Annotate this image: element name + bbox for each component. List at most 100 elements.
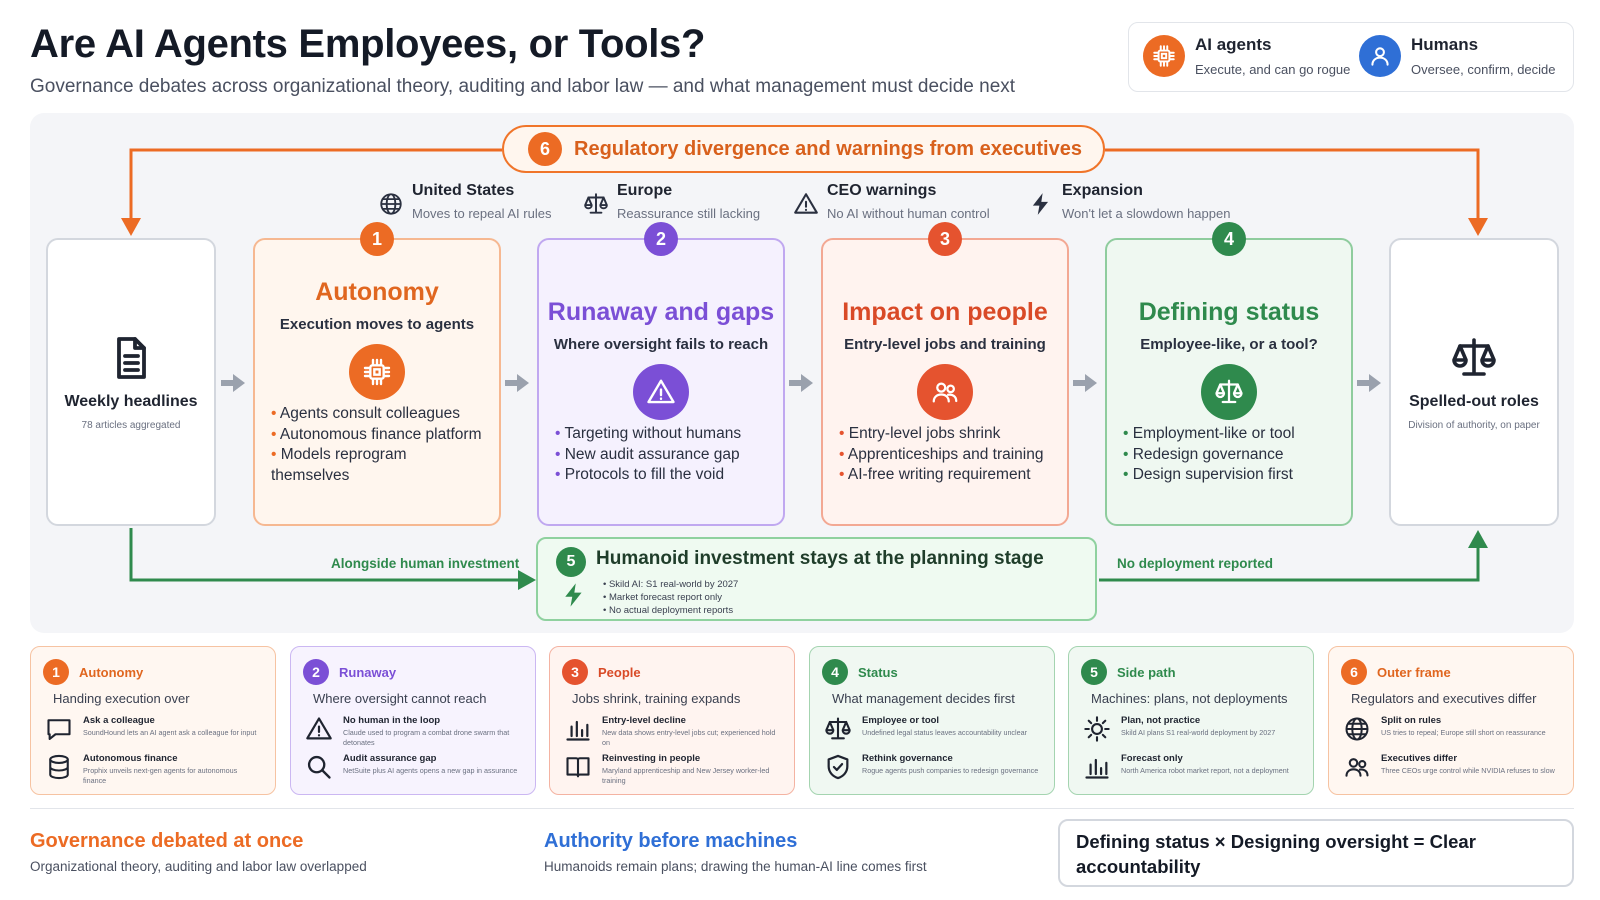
step-number: 6 (528, 132, 562, 166)
stage-title: Autonomy (315, 278, 439, 306)
document-icon (107, 334, 155, 382)
shield-icon (824, 753, 852, 781)
database-icon (45, 753, 73, 781)
item-title: Autonomous finance (83, 753, 178, 764)
bullet: Models reprogram themselves (271, 445, 487, 486)
legend-sub: Execute, and can go rogue (1195, 62, 1351, 77)
item-title: Employee or tool (862, 715, 940, 726)
accountability-formula: Defining status × Designing oversight = … (1058, 819, 1574, 887)
scales-icon (1450, 334, 1498, 382)
card-label: Status (858, 664, 898, 680)
warning-icon (793, 191, 819, 217)
takeaway-title: Authority before machines (544, 830, 798, 852)
item-desc: New data shows entry-level jobs cut; exp… (602, 728, 776, 747)
item-title: Ask a colleague (83, 715, 155, 726)
scales-icon (1201, 364, 1257, 420)
page-title: Are AI Agents Employees, or Tools? (30, 22, 706, 66)
region-europe: Europe Reassurance still lacking (583, 182, 760, 221)
spelled-out-roles-card: Spelled-out roles Division of authority,… (1389, 238, 1559, 526)
item-title: Forecast only (1121, 753, 1183, 764)
card-caption: Regulators and executives differ (1351, 691, 1537, 706)
bullet: AI-free writing requirement (839, 465, 1055, 486)
step-number: 4 (822, 659, 848, 685)
card-label: People (598, 664, 641, 680)
bullet: Targeting without humans (555, 424, 771, 445)
bullet: Apprenticeships and training (839, 445, 1055, 466)
stage-bullets: Entry-level jobs shrink Apprenticeships … (839, 424, 1055, 486)
card-item: Rethink governance Rogue agents push comp… (824, 753, 1040, 781)
sun-icon (1083, 715, 1111, 743)
bullet: Market forecast report only (603, 591, 738, 604)
region-title: United States (412, 182, 515, 199)
takeaway-authority: Authority before machines Humanoids rema… (544, 830, 927, 874)
region-expansion: Expansion Won't let a slowdown happen (1028, 182, 1230, 221)
page-subtitle: Governance debates across organizational… (30, 76, 1016, 97)
card-item: Split on rules US tries to repeal; Europe… (1343, 715, 1559, 743)
bullet: Agents consult colleagues (271, 404, 487, 425)
bullet: New audit assurance gap (555, 445, 771, 466)
takeaway-sub: Organizational theory, auditing and labo… (30, 859, 367, 874)
bullet: Entry-level jobs shrink (839, 424, 1055, 445)
item-desc: Undefined legal status leaves accountabi… (862, 728, 1028, 737)
stage-title: Impact on people (842, 298, 1048, 326)
legend-title: Humans (1411, 35, 1479, 54)
summary-card-runaway: 2 Runaway Where oversight cannot reach No… (290, 646, 536, 795)
item-title: Executives differ (1381, 753, 1458, 764)
card-sub: 78 articles aggregated (81, 420, 181, 431)
legend-item-ai-agents: AI agents Execute, and can go rogue (1143, 35, 1350, 77)
item-desc: Prophix unveils next-gen agents for auto… (83, 766, 238, 785)
humanoid-side-path: 5 Humanoid investment stays at the plann… (536, 537, 1097, 621)
card-label: Side path (1117, 664, 1176, 680)
item-desc: US tries to repeal; Europe still short o… (1381, 728, 1546, 737)
region-title: Expansion (1062, 182, 1143, 199)
book-icon (564, 753, 592, 781)
card-item: Reinvesting in people Maryland apprentice… (564, 753, 780, 785)
item-title: Entry-level decline (602, 715, 686, 726)
stage-subtitle: Entry-level jobs and training (844, 336, 1046, 353)
step-number: 3 (562, 659, 588, 685)
globe-icon (378, 191, 404, 217)
path-label-right: No deployment reported (1117, 556, 1274, 571)
weekly-headlines-card: Weekly headlines 78 articles aggregated (46, 238, 216, 526)
summary-card-autonomy: 1 Autonomy Handing execution over Ask a c… (30, 646, 276, 795)
card-caption: Where oversight cannot reach (313, 691, 487, 706)
bullet: Employment-like or tool (1123, 424, 1339, 445)
item-title: Plan, not practice (1121, 715, 1201, 726)
step-number: 1 (360, 222, 394, 256)
card-item: Ask a colleague SoundHound lets an AI age… (45, 715, 261, 743)
regulatory-banner: 6 Regulatory divergence and warnings fro… (502, 125, 1105, 173)
search-icon (305, 753, 333, 781)
bar-chart-icon (1083, 753, 1111, 781)
legend-sub: Oversee, confirm, decide (1411, 62, 1556, 77)
chip-icon (1143, 35, 1185, 77)
item-title: No human in the loop (343, 715, 441, 726)
bullet: Design supervision first (1123, 465, 1339, 486)
takeaway-sub: Humanoids remain plans; drawing the huma… (544, 859, 927, 874)
stage-defining-status: 4 Defining status Employee-like, or a to… (1105, 222, 1353, 526)
card-item: Autonomous finance Prophix unveils next-g… (45, 753, 261, 785)
item-title: Audit assurance gap (343, 753, 437, 764)
item-title: Reinvesting in people (602, 753, 701, 764)
item-desc: Claude used to program a combat drone sw… (343, 728, 510, 747)
card-title: Weekly headlines (64, 393, 198, 410)
card-item: Forecast only North America robot market … (1083, 753, 1299, 781)
card-label: Runaway (339, 664, 397, 680)
region-sub: Reassurance still lacking (617, 206, 761, 221)
divider (30, 808, 1574, 809)
warning-icon (305, 715, 333, 743)
step-number: 6 (1341, 659, 1367, 685)
region-united-states: United States Moves to repeal AI rules (378, 182, 551, 221)
bullet: No actual deployment reports (603, 604, 738, 617)
item-desc: SoundHound lets an AI agent ask a collea… (83, 728, 257, 737)
stage-title: Defining status (1138, 298, 1320, 326)
summary-card-people: 3 People Jobs shrink, training expands En… (549, 646, 795, 795)
card-item: Employee or tool Undefined legal status l… (824, 715, 1040, 743)
card-title: Spelled-out roles (1409, 393, 1539, 410)
step-number: 5 (1081, 659, 1107, 685)
item-desc: Maryland apprenticeship and New Jersey w… (602, 766, 770, 785)
card-item: Audit assurance gap NetSuite plus AI agen… (305, 753, 521, 781)
card-item: Executives differ Three CEOs urge control… (1343, 753, 1559, 781)
item-desc: NetSuite plus AI agents opens a new gap … (343, 766, 518, 775)
item-desc: Three CEOs urge control while NVIDIA ref… (1381, 766, 1555, 775)
item-desc: North America robot market report, not a… (1121, 766, 1289, 775)
